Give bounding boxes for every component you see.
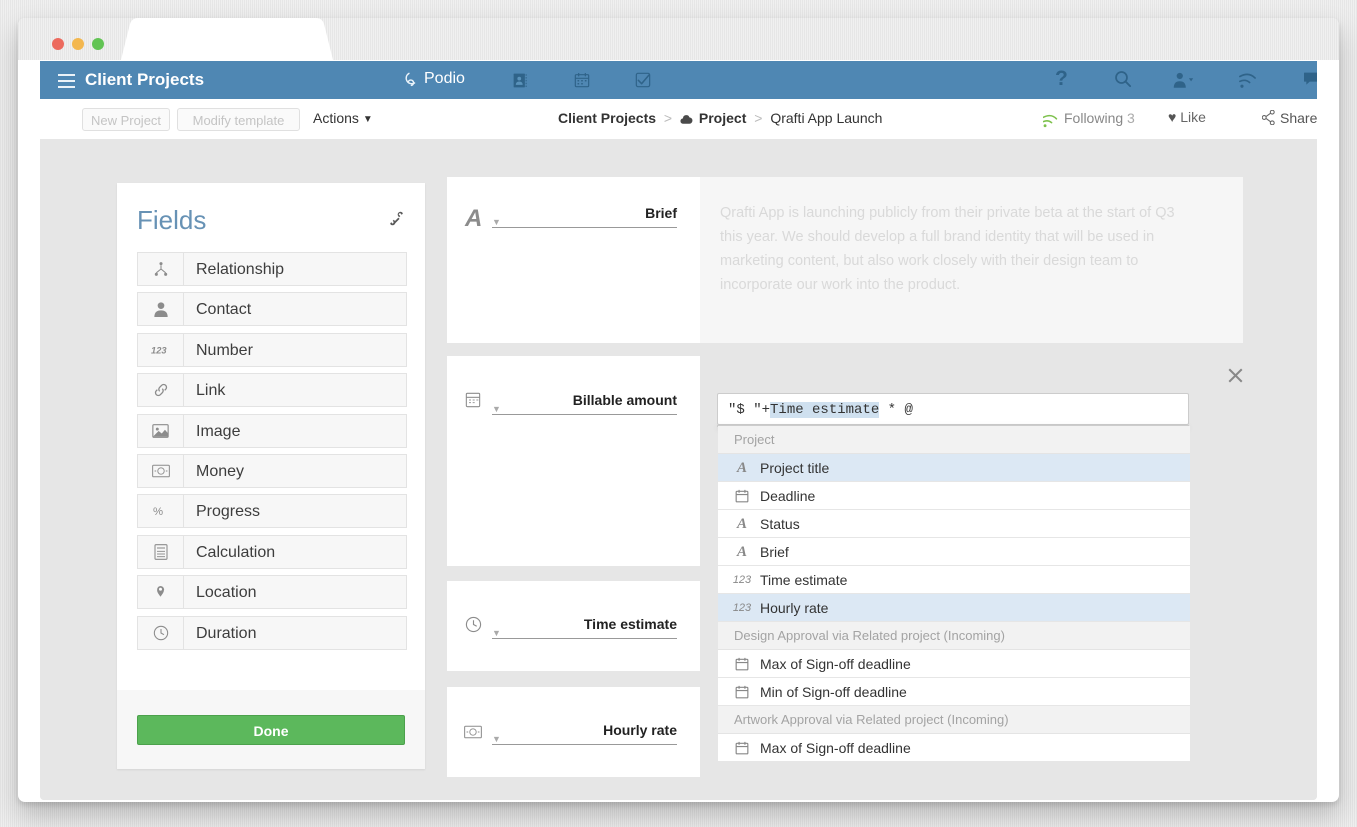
svg-text:123: 123 xyxy=(151,345,167,355)
svg-text:%: % xyxy=(153,506,163,518)
